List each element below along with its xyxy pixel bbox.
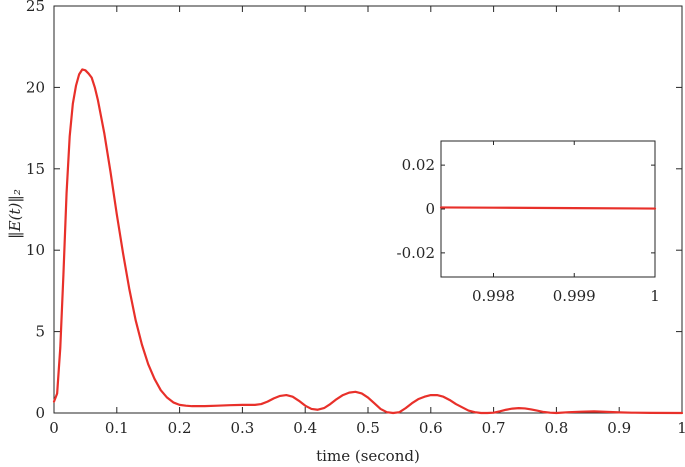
main-x-tick-label: 0.5 — [356, 419, 380, 437]
main-series-line — [52, 68, 684, 415]
main-x-tick-label: 0.4 — [293, 419, 317, 437]
inset-x-tick-label: 0.999 — [553, 287, 596, 305]
main-x-tick-label: 0.1 — [105, 419, 129, 437]
inset-y-tick-label: 0 — [425, 200, 435, 218]
x-axis-label: time (second) — [316, 447, 420, 465]
main-y-tick-label: 5 — [35, 323, 45, 341]
main-y-tick-label: 0 — [35, 404, 45, 422]
y-axis-label: ‖E(t)‖₂ — [6, 189, 24, 239]
main-x-tick-label: 1 — [677, 419, 685, 437]
inset-y-tick-label: -0.02 — [397, 244, 435, 262]
main-x-tick-label: 0.6 — [419, 419, 443, 437]
main-y-tick-label: 25 — [26, 0, 45, 15]
inset-series-line — [439, 206, 657, 210]
main-y-tick-label: 15 — [26, 160, 45, 178]
main-x-tick-label: 0.2 — [168, 419, 192, 437]
main-y-tick-label: 10 — [26, 241, 45, 259]
inset-x-tick-label: 1 — [650, 287, 660, 305]
main-x-tick-label: 0.9 — [607, 419, 631, 437]
inset-x-tick-label: 0.998 — [472, 287, 515, 305]
inset-y-tick-label: 0.02 — [402, 156, 435, 174]
main-x-tick-label: 0.8 — [544, 419, 568, 437]
main-x-tick-label: 0 — [49, 419, 59, 437]
main-x-tick-label: 0.3 — [230, 419, 254, 437]
inset-axes: 0.998 0.999 1 0.02 0 -0.02 — [397, 140, 660, 305]
main-x-tick-label: 0.7 — [482, 419, 506, 437]
main-y-tick-label: 20 — [26, 78, 45, 96]
